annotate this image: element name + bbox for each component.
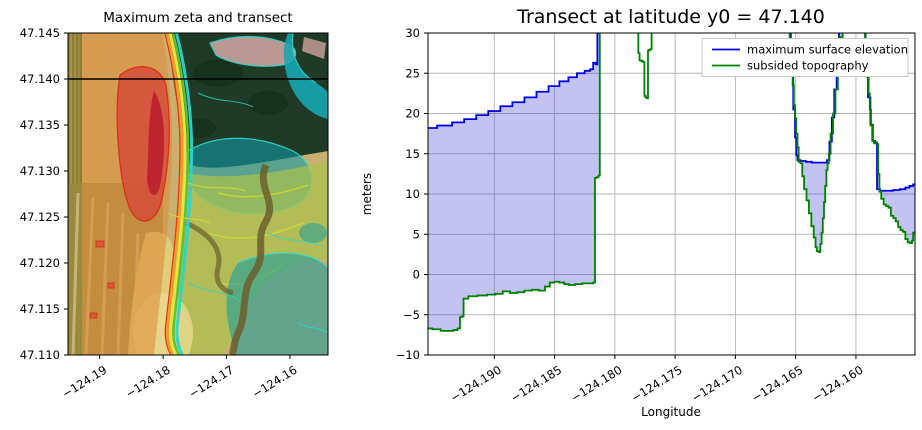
- y-tick-label: 5: [413, 227, 420, 241]
- flood-fill-area: [789, 33, 843, 252]
- map-art: [68, 33, 328, 355]
- y-tick-label: 47.115: [20, 302, 60, 316]
- left-plot-title: Maximum zeta and transect: [103, 10, 292, 26]
- y-tick-label: 20: [405, 107, 420, 121]
- y-tick-label: 15: [405, 147, 420, 161]
- legend-label-subsided-topography: subsided topography: [747, 59, 869, 73]
- y-tick-label: −10: [396, 348, 420, 362]
- y-tick-label: 47.120: [20, 256, 60, 270]
- y-tick-label: 47.130: [20, 164, 60, 178]
- right-plot-title: Transect at latitude y0 = 47.140: [516, 6, 825, 28]
- y-tick-label: 0: [413, 268, 420, 282]
- y-tick-label: 10: [405, 187, 420, 201]
- x-axis-label: Longitude: [641, 405, 701, 419]
- y-tick-label: −5: [403, 308, 420, 322]
- y-tick-label: 47.135: [20, 118, 60, 132]
- y-tick-label: 30: [405, 26, 420, 40]
- map-frame: [67, 32, 329, 356]
- y-tick-label: 47.145: [20, 26, 60, 40]
- map-plot: 47.145 47.140 47.135 47.130 47.125 47.120 47.1…: [20, 10, 329, 401]
- max-surface-elevation-line: [428, 33, 915, 192]
- flood-fill-area: [428, 33, 600, 331]
- y-axis-label: meters: [360, 173, 374, 215]
- y-tick-label: 25: [405, 66, 420, 80]
- y-tick-label: 47.140: [20, 72, 60, 86]
- flood-fill-area: [864, 33, 915, 244]
- legend-label-max-surface-elevation: maximum surface elevation: [747, 43, 908, 57]
- subsided-topography-line: [428, 33, 915, 332]
- y-tick-label: 47.125: [20, 210, 60, 224]
- y-tick-label: 47.110: [20, 348, 60, 362]
- legend-box: [701, 38, 909, 77]
- series-layer: [428, 33, 915, 332]
- legend: maximum surface elevation subsided topog…: [701, 38, 909, 77]
